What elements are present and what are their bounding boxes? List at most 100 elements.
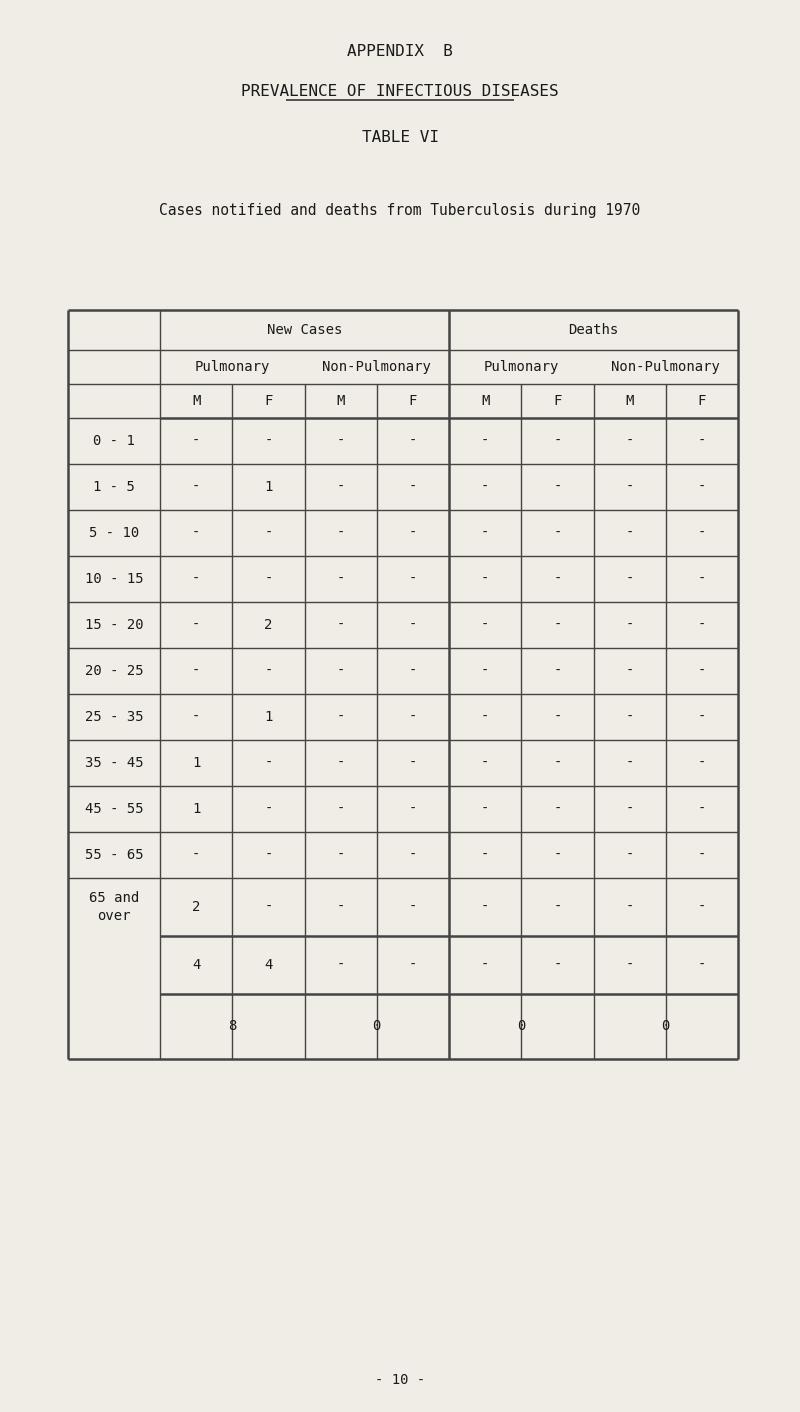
Text: 55 - 65: 55 - 65: [85, 849, 143, 861]
Text: -: -: [409, 899, 417, 914]
Text: 0 - 1: 0 - 1: [93, 433, 135, 448]
Text: 10 - 15: 10 - 15: [85, 572, 143, 586]
Text: -: -: [698, 480, 706, 494]
Text: -: -: [409, 664, 417, 678]
Text: -: -: [698, 433, 706, 448]
Text: 65 and: 65 and: [89, 891, 139, 905]
Text: -: -: [481, 849, 490, 861]
Text: -: -: [626, 527, 634, 539]
Text: 4: 4: [264, 957, 273, 971]
Text: 8: 8: [228, 1019, 237, 1034]
Text: M: M: [626, 394, 634, 408]
Text: -: -: [626, 957, 634, 971]
Text: -: -: [553, 957, 562, 971]
Text: -: -: [698, 618, 706, 633]
Text: -: -: [409, 480, 417, 494]
Text: -: -: [626, 899, 634, 914]
Text: -: -: [626, 572, 634, 586]
Text: -: -: [192, 849, 200, 861]
Text: -: -: [409, 572, 417, 586]
Text: - 10 -: - 10 -: [375, 1372, 425, 1387]
Text: 0: 0: [662, 1019, 670, 1034]
Text: 2: 2: [264, 618, 273, 633]
Text: M: M: [481, 394, 490, 408]
Text: -: -: [481, 480, 490, 494]
Text: -: -: [264, 849, 273, 861]
Text: Pulmonary: Pulmonary: [194, 360, 270, 374]
Text: M: M: [192, 394, 200, 408]
Text: -: -: [337, 664, 345, 678]
Text: 1: 1: [192, 802, 200, 816]
Text: -: -: [409, 710, 417, 724]
Text: 0: 0: [373, 1019, 381, 1034]
Text: Non-Pulmonary: Non-Pulmonary: [322, 360, 431, 374]
Text: -: -: [409, 849, 417, 861]
Text: -: -: [553, 618, 562, 633]
Text: -: -: [481, 572, 490, 586]
Text: 5 - 10: 5 - 10: [89, 527, 139, 539]
Text: 1: 1: [264, 710, 273, 724]
Text: TABLE VI: TABLE VI: [362, 130, 438, 145]
Text: -: -: [481, 664, 490, 678]
Text: -: -: [264, 899, 273, 914]
Text: F: F: [553, 394, 562, 408]
Text: -: -: [626, 755, 634, 770]
Text: -: -: [553, 433, 562, 448]
Text: -: -: [481, 433, 490, 448]
Text: -: -: [264, 755, 273, 770]
Text: -: -: [481, 755, 490, 770]
Text: -: -: [626, 710, 634, 724]
Text: -: -: [481, 618, 490, 633]
Text: -: -: [409, 433, 417, 448]
Text: -: -: [409, 957, 417, 971]
Text: -: -: [698, 899, 706, 914]
Text: M: M: [337, 394, 345, 408]
Text: -: -: [337, 527, 345, 539]
Text: -: -: [553, 849, 562, 861]
Text: -: -: [481, 899, 490, 914]
Text: over: over: [98, 909, 130, 923]
Text: -: -: [553, 802, 562, 816]
Text: New Cases: New Cases: [267, 323, 342, 337]
Text: -: -: [264, 802, 273, 816]
Text: -: -: [481, 710, 490, 724]
Text: APPENDIX  B: APPENDIX B: [347, 45, 453, 59]
Text: F: F: [409, 394, 417, 408]
Text: -: -: [481, 802, 490, 816]
Text: -: -: [698, 572, 706, 586]
Text: -: -: [553, 710, 562, 724]
Text: -: -: [337, 433, 345, 448]
Text: -: -: [553, 572, 562, 586]
Text: -: -: [264, 572, 273, 586]
Text: 25 - 35: 25 - 35: [85, 710, 143, 724]
Text: -: -: [192, 618, 200, 633]
Text: -: -: [626, 480, 634, 494]
Text: -: -: [698, 957, 706, 971]
Text: -: -: [698, 664, 706, 678]
Text: -: -: [264, 664, 273, 678]
Text: -: -: [192, 480, 200, 494]
Text: -: -: [337, 710, 345, 724]
Text: -: -: [481, 957, 490, 971]
Text: 35 - 45: 35 - 45: [85, 755, 143, 770]
Text: -: -: [192, 710, 200, 724]
Text: 1 - 5: 1 - 5: [93, 480, 135, 494]
Text: -: -: [409, 527, 417, 539]
Text: -: -: [337, 480, 345, 494]
Text: 1: 1: [264, 480, 273, 494]
Text: -: -: [698, 802, 706, 816]
Text: 20 - 25: 20 - 25: [85, 664, 143, 678]
Text: Non-Pulmonary: Non-Pulmonary: [611, 360, 720, 374]
Text: 15 - 20: 15 - 20: [85, 618, 143, 633]
Text: -: -: [192, 433, 200, 448]
Text: -: -: [626, 849, 634, 861]
Text: -: -: [626, 433, 634, 448]
Text: -: -: [553, 480, 562, 494]
Text: -: -: [553, 664, 562, 678]
Text: -: -: [626, 802, 634, 816]
Text: -: -: [192, 664, 200, 678]
Text: Pulmonary: Pulmonary: [483, 360, 559, 374]
Text: -: -: [337, 618, 345, 633]
Text: -: -: [698, 527, 706, 539]
Text: -: -: [626, 618, 634, 633]
